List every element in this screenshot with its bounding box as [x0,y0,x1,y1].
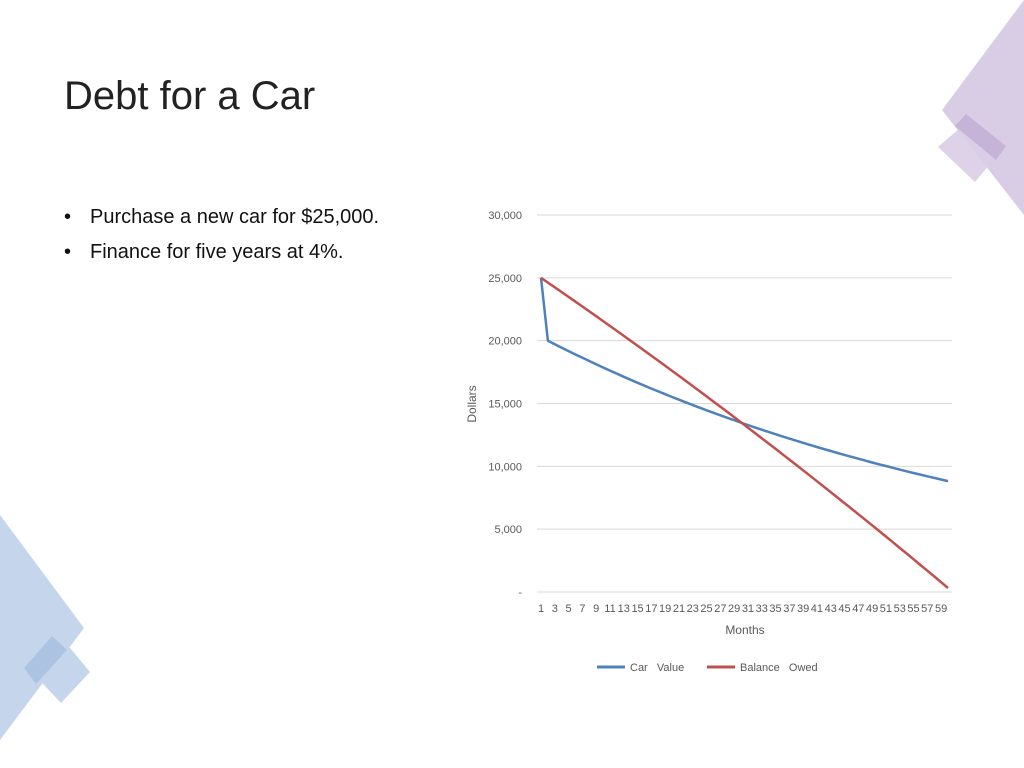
x-tick-label: 35 [769,603,781,615]
legend-label: Balance Owed [740,662,818,674]
x-tick-label: 13 [618,603,630,615]
x-tick-label: 11 [604,603,615,615]
x-tick-label: 51 [880,603,892,615]
x-tick-labels: 1 3 5 7 9 11 13 15 17 19 21 23 25 27 29 31 33 35 37 39 41 43 4… [538,603,947,615]
bullet-item: • Purchase a new car for $25,000. [64,204,424,230]
bullet-list: • Purchase a new car for $25,000. • Financ… [64,204,424,274]
y-tick-label: 25,000 [488,273,522,285]
grid-layer [537,214,952,593]
x-tick-label: 21 [673,603,685,615]
x-tick-label: 29 [728,603,740,615]
x-tick-label: 9 [593,603,599,615]
bullet-marker: • [64,206,72,228]
bullet-text: Finance for five years at 4%. [90,241,344,263]
x-tick-label: 47 [852,603,864,615]
y-tick-label: 10,000 [488,461,522,473]
x-tick-label: 17 [645,603,657,615]
legend-label: Car Value [630,662,684,674]
x-tick-label: 45 [838,603,850,615]
x-tick-label: 19 [659,603,671,615]
series-line-balance-owed [540,276,949,589]
legend: Car Value Balance Owed [597,662,818,674]
x-tick-label: 23 [687,603,699,615]
x-tick-label: 55 [907,603,919,615]
x-tick-label: 27 [714,603,726,615]
series-layer [539,276,949,589]
bullet-marker: • [64,241,72,263]
x-tick-label: 15 [631,603,643,615]
x-tick-label: 31 [742,603,754,615]
x-tick-label: 7 [579,603,585,615]
y-tick-label: - [518,587,522,599]
slide-title: Debt for a Car [64,74,316,118]
x-tick-label: 57 [921,603,933,615]
x-tick-label: 53 [894,603,906,615]
y-tick-labels: - 5,000 10,000 15,000 20,000 25,000 30,000 [488,210,522,599]
x-tick-label: 59 [935,603,947,615]
y-tick-label: 30,000 [488,210,522,222]
x-tick-label: 1 [538,603,544,615]
x-axis-title: Months [725,623,764,637]
x-tick-label: 3 [552,603,558,615]
x-tick-label: 33 [756,603,768,615]
y-tick-label: 5,000 [494,524,522,536]
series-line-car-value [539,277,949,483]
y-tick-label: 15,000 [488,399,522,411]
y-tick-label: 20,000 [488,336,522,348]
bullet-item: • Finance for five years at 4%. [64,239,424,265]
y-axis-title: Dollars [465,385,479,422]
bullet-text: Purchase a new car for $25,000. [90,206,380,228]
x-tick-label: 5 [566,603,572,615]
x-tick-label: 41 [811,603,823,615]
x-tick-label: 25 [700,603,712,615]
x-tick-label: 49 [866,603,878,615]
x-tick-label: 43 [825,603,837,615]
x-tick-label: 37 [783,603,795,615]
x-tick-label: 39 [797,603,809,615]
